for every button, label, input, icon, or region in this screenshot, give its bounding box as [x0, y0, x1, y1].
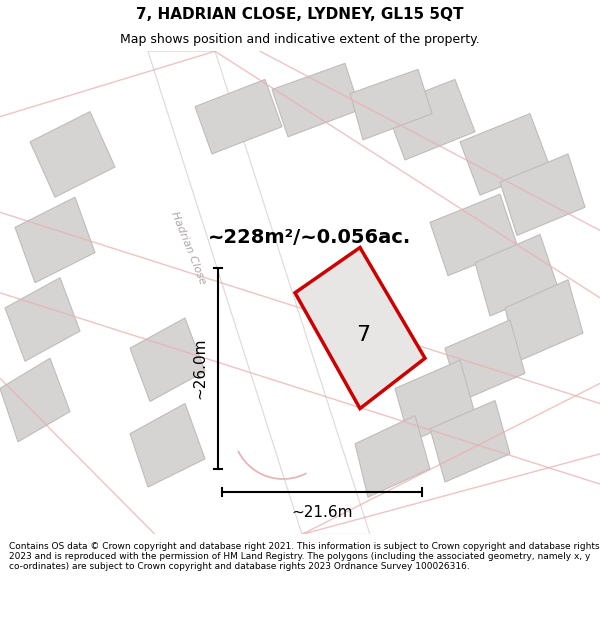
Polygon shape [0, 358, 70, 442]
Polygon shape [475, 234, 558, 316]
Polygon shape [395, 360, 475, 442]
Polygon shape [295, 248, 425, 409]
Text: 7: 7 [356, 325, 370, 345]
Polygon shape [15, 198, 95, 282]
Polygon shape [355, 416, 430, 497]
Text: Map shows position and indicative extent of the property.: Map shows position and indicative extent… [120, 34, 480, 46]
Polygon shape [430, 194, 518, 276]
Polygon shape [350, 69, 432, 140]
Text: ~228m²/~0.056ac.: ~228m²/~0.056ac. [208, 228, 412, 247]
Polygon shape [430, 401, 510, 482]
Polygon shape [500, 154, 585, 236]
Polygon shape [195, 79, 282, 154]
Polygon shape [460, 114, 550, 195]
Text: 7, HADRIAN CLOSE, LYDNEY, GL15 5QT: 7, HADRIAN CLOSE, LYDNEY, GL15 5QT [136, 7, 464, 22]
Text: Contains OS data © Crown copyright and database right 2021. This information is : Contains OS data © Crown copyright and d… [9, 542, 599, 571]
Polygon shape [148, 51, 370, 534]
Polygon shape [30, 112, 115, 198]
Polygon shape [272, 63, 360, 137]
Text: ~26.0m: ~26.0m [193, 338, 208, 399]
Polygon shape [445, 320, 525, 401]
Polygon shape [505, 280, 583, 361]
Polygon shape [5, 278, 80, 361]
Text: Hadrian Close: Hadrian Close [169, 209, 207, 286]
Text: ~21.6m: ~21.6m [291, 505, 353, 520]
Polygon shape [130, 404, 205, 487]
Polygon shape [385, 79, 475, 160]
Polygon shape [130, 318, 205, 401]
